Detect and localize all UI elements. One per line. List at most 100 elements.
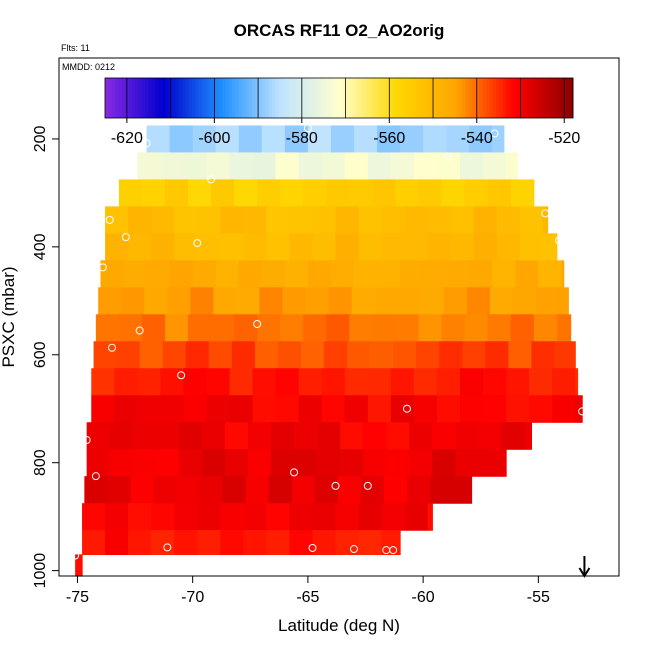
heatmap-cell <box>344 395 369 423</box>
heatmap-cell <box>109 449 134 477</box>
heatmap-cell <box>340 422 364 450</box>
colorbar-segment <box>369 78 373 118</box>
heatmap-cell <box>245 476 270 504</box>
sample-point <box>303 124 312 133</box>
heatmap-cell <box>466 287 491 315</box>
colorbar-segment <box>512 78 517 118</box>
heatmap-cell <box>360 476 385 504</box>
heatmap-cell <box>506 395 530 423</box>
heatmap-cell <box>409 422 433 450</box>
heatmap-cell <box>183 395 208 423</box>
colorbar-segment <box>265 78 270 118</box>
heatmap-cell <box>559 287 569 315</box>
heatmap-cell <box>303 314 327 342</box>
heatmap-cell <box>487 179 512 207</box>
heatmap-cell <box>524 422 533 450</box>
heatmap-cell <box>201 449 226 477</box>
heatmap-cell <box>128 503 152 531</box>
heatmap-cell <box>284 260 309 288</box>
colorbar-segment <box>171 78 176 118</box>
heatmap-cell <box>423 260 447 288</box>
colorbar-segment <box>185 78 190 118</box>
colorbar-segment <box>312 78 317 118</box>
sample-point <box>193 239 202 248</box>
colorbar-segment <box>519 78 524 118</box>
colorbar-segment <box>526 78 531 118</box>
heatmap-cell <box>275 368 300 396</box>
colorbar-segment <box>208 78 213 118</box>
heatmap-cell <box>349 314 374 342</box>
colorbar-segment <box>486 78 490 118</box>
colorbar-segment <box>489 78 494 118</box>
colorbar-segment <box>325 78 330 118</box>
heatmap-cell <box>390 152 415 181</box>
heatmap-cell <box>82 503 106 531</box>
heatmap-cell <box>132 449 157 477</box>
colorbar-segment <box>399 78 404 118</box>
heatmap-cell <box>335 206 360 234</box>
heatmap-cell <box>199 476 224 504</box>
heatmap-cell <box>531 341 556 369</box>
heatmap-cell <box>300 341 325 369</box>
heatmap-cell <box>266 503 291 531</box>
heatmap-cell <box>86 422 111 450</box>
heatmap-cell <box>298 152 323 181</box>
heatmap-cell <box>211 314 235 342</box>
heatmap-cell <box>151 530 175 556</box>
y-axis-label: PSXC (mbar) <box>0 266 18 367</box>
heatmap-cell <box>469 260 493 288</box>
colorbar-segment <box>352 78 357 118</box>
colorbar-segment <box>315 78 320 118</box>
heatmap-cell <box>280 314 304 342</box>
heatmap-cell <box>335 503 360 531</box>
heatmap-cell <box>432 422 456 450</box>
heatmap-cell <box>501 422 526 450</box>
heatmap-cell <box>485 341 509 369</box>
heatmap-cell <box>261 260 286 288</box>
heatmap-cell <box>459 395 484 423</box>
colorbar-segment <box>108 78 113 118</box>
colorbar-segment <box>135 78 139 118</box>
heatmap-cell <box>280 179 304 207</box>
heatmap-cell <box>416 341 440 369</box>
heatmap-cell <box>188 314 212 342</box>
heatmap-cell <box>312 206 337 234</box>
sample-point <box>402 404 411 413</box>
heatmap-cell <box>243 233 268 261</box>
heatmap-cell <box>337 476 362 504</box>
colorbar-segment <box>456 78 460 118</box>
heatmap-cell <box>363 449 387 477</box>
heatmap-cell <box>439 341 463 369</box>
heatmap-cell <box>93 341 118 369</box>
colorbar-segment <box>466 78 470 118</box>
colorbar-segment <box>228 78 233 118</box>
colorbar-segment <box>415 78 420 118</box>
heatmap-cell <box>533 314 558 342</box>
heatmap-cell <box>259 287 284 315</box>
heatmap-cell <box>529 368 553 396</box>
colorbar-segment <box>359 78 363 118</box>
heatmap-cell <box>483 395 507 423</box>
heatmap-cell <box>326 314 350 342</box>
colorbar-segment <box>215 78 220 118</box>
heatmap-cell <box>206 152 231 181</box>
y-tick-label: 1000 <box>32 553 49 589</box>
y-axis: 200 400 600 800 1000 <box>32 125 60 589</box>
colorbar-segment <box>115 78 119 118</box>
heatmap-cell <box>105 206 129 234</box>
heatmap-cell <box>98 287 122 315</box>
colorbar-segment <box>118 78 123 118</box>
colorbar-segment <box>145 78 149 118</box>
heatmap-cell <box>165 314 189 342</box>
heatmap-cell <box>252 152 277 181</box>
heatmap-cell <box>397 287 422 315</box>
colorbar-segment <box>342 78 347 118</box>
heatmap-cell <box>506 368 530 396</box>
heatmap-cell <box>326 179 350 207</box>
colorbar-segment <box>121 78 126 118</box>
heatmap-cell <box>529 395 553 423</box>
heatmap-cell <box>192 125 217 154</box>
colorbar-segment <box>318 78 323 118</box>
colorbar-segment <box>198 78 203 118</box>
heatmap-cell <box>275 152 300 181</box>
